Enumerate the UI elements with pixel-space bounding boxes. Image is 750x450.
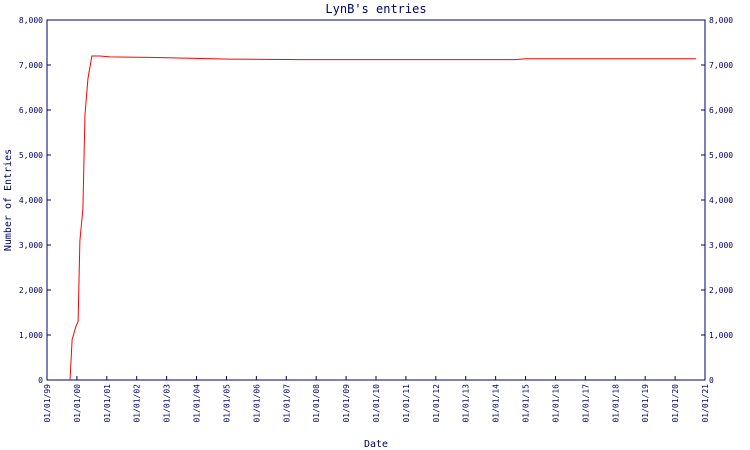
x-tick-label: 01/01/09	[342, 384, 351, 423]
y2-tick-label: 5,000	[709, 151, 733, 160]
y-tick-label: 1,000	[19, 331, 43, 340]
y-tick-label: 5,000	[19, 151, 43, 160]
plot-frame	[46, 19, 706, 381]
y2-tick-label: 2,000	[709, 286, 733, 295]
x-tick-label: 01/01/02	[133, 384, 142, 423]
x-tick-label: 01/01/03	[163, 384, 172, 423]
x-tick-label: 01/01/20	[671, 384, 680, 423]
y-tick-label: 4,000	[19, 196, 43, 205]
x-axis-label: Date	[364, 439, 388, 450]
y-tick-label: 3,000	[19, 241, 43, 250]
y2-tick-label: 0	[709, 376, 714, 385]
x-tick-label: 01/01/18	[611, 384, 620, 423]
y-tick-label: 6,000	[19, 106, 43, 115]
y2-tick-label: 1,000	[709, 331, 733, 340]
chart-title: LynB's entries	[325, 2, 426, 16]
y-tick-label: 7,000	[19, 61, 43, 70]
y-tick-label: 8,000	[19, 16, 43, 25]
x-tick-label: 01/01/07	[282, 384, 291, 423]
y2-tick-label: 8,000	[709, 16, 733, 25]
x-tick-label: 01/01/15	[522, 384, 531, 423]
x-tick-label: 01/01/08	[312, 384, 321, 423]
y2-tick-label: 6,000	[709, 106, 733, 115]
x-tick-label: 01/01/06	[252, 384, 261, 423]
x-tick-label: 01/01/00	[73, 384, 82, 423]
y2-tick-label: 4,000	[709, 196, 733, 205]
x-tick-label: 01/01/17	[581, 384, 590, 423]
y-tick-label: 2,000	[19, 286, 43, 295]
x-tick-label: 01/01/99	[43, 384, 52, 423]
x-tick-label: 01/01/05	[222, 384, 231, 423]
y-axis-label: Number of Entries	[3, 149, 14, 251]
y-tick-label: 0	[38, 376, 43, 385]
x-tick-label: 01/01/12	[432, 384, 441, 423]
x-tick-label: 01/01/04	[193, 384, 202, 423]
x-tick-label: 01/01/19	[641, 384, 650, 423]
x-tick-label: 01/01/01	[103, 384, 112, 423]
x-tick-label: 01/01/10	[372, 384, 381, 423]
x-tick-label: 01/01/11	[402, 384, 411, 423]
x-tick-label: 01/01/13	[462, 384, 471, 423]
x-tick-label: 01/01/14	[492, 384, 501, 423]
x-tick-label: 01/01/21	[701, 384, 710, 423]
y2-tick-label: 7,000	[709, 61, 733, 70]
x-tick-label: 01/01/16	[551, 384, 560, 423]
data-line	[69, 55, 697, 381]
y2-tick-label: 3,000	[709, 241, 733, 250]
